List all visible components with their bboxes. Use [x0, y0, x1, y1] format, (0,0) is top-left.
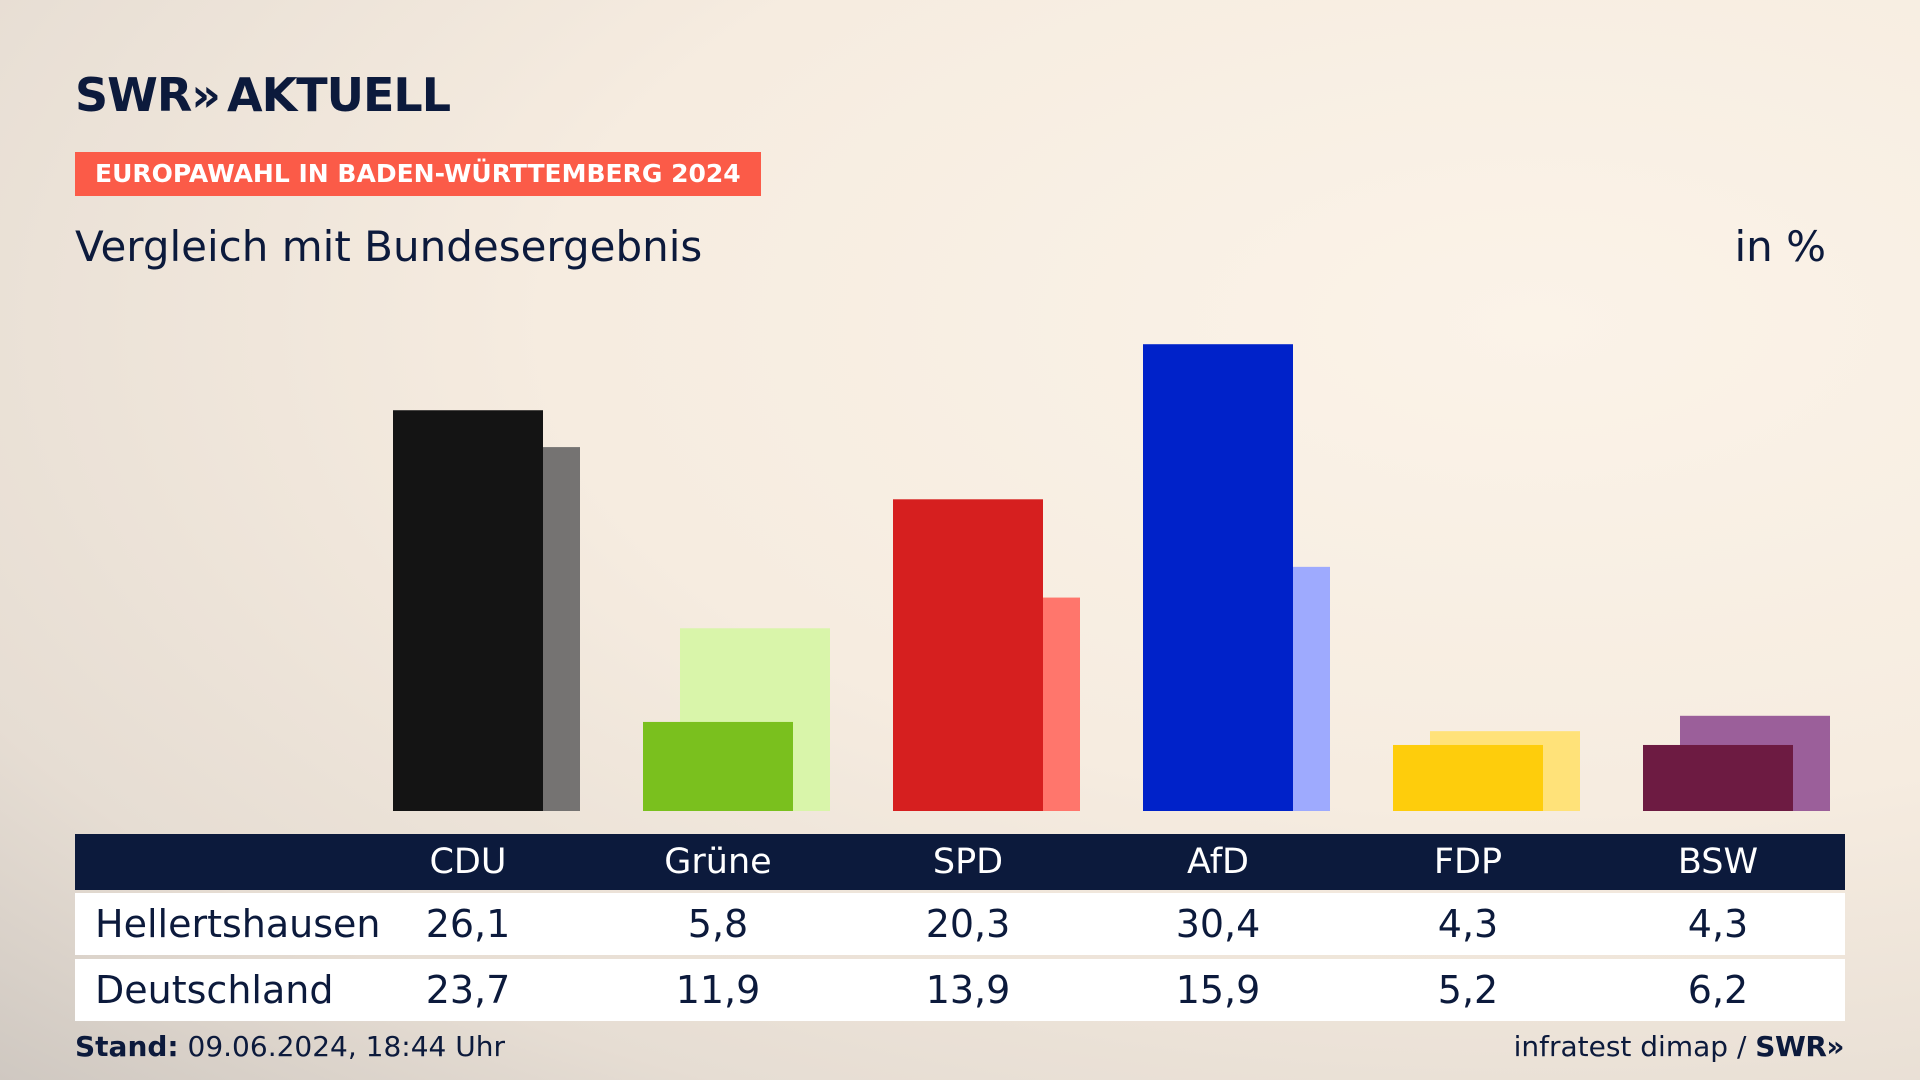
unit-label: in % — [1734, 222, 1826, 271]
party-label: SPD — [932, 842, 1004, 882]
chart-subtitle: Vergleich mit Bundesergebnis — [75, 222, 703, 271]
party-label: Grüne — [664, 842, 772, 882]
table-header: CDU Grüne SPD AfD FDP BSW — [75, 834, 1845, 890]
value-cell: 30,4 — [1175, 902, 1261, 946]
value-cell: 6,2 — [1687, 968, 1749, 1012]
swr-aktuell-logo: SWR» AKTUELL — [75, 68, 451, 122]
value-cell: 23,7 — [425, 968, 511, 1012]
party-label: FDP — [1433, 842, 1503, 882]
timestamp: Stand: 09.06.2024, 18:44 Uhr — [75, 1030, 505, 1063]
bar-local-3 — [1143, 344, 1293, 811]
value-cell: 20,3 — [925, 902, 1011, 946]
party-label: BSW — [1677, 842, 1759, 882]
row-label: Hellertshausen — [95, 902, 381, 946]
value-cell: 5,2 — [1437, 968, 1499, 1012]
value-cell: 4,3 — [1437, 902, 1499, 946]
value-cell: 26,1 — [425, 902, 511, 946]
results-table: CDU Grüne SPD AfD FDP BSW Hellertshausen 26,1… — [75, 834, 1845, 1021]
table-row: Hellertshausen 26,1 5,8 20,3 30,4 4,3 4,3 — [75, 893, 1845, 955]
value-cell: 11,9 — [675, 968, 761, 1012]
bar-local-5 — [1643, 744, 1793, 811]
row-label: Deutschland — [95, 968, 334, 1012]
value-cell: 5,8 — [687, 902, 749, 946]
value-cell: 4,3 — [1687, 902, 1749, 946]
election-badge: EUROPAWAHL IN BADEN-WÜRTTEMBERG 2024 — [75, 152, 761, 196]
source-credit: infratest dimap / SWR» — [1513, 1030, 1845, 1063]
party-label: CDU — [429, 842, 507, 882]
bar-local-0 — [393, 410, 543, 811]
table-row: Deutschland 23,7 11,9 13,9 15,9 5,2 6,2 — [75, 959, 1845, 1021]
party-label: AfD — [1187, 842, 1249, 882]
bar-local-4 — [1393, 744, 1543, 811]
bar-local-2 — [893, 499, 1043, 811]
bar-local-1 — [643, 721, 793, 811]
value-cell: 15,9 — [1175, 968, 1261, 1012]
value-cell: 13,9 — [925, 968, 1011, 1012]
